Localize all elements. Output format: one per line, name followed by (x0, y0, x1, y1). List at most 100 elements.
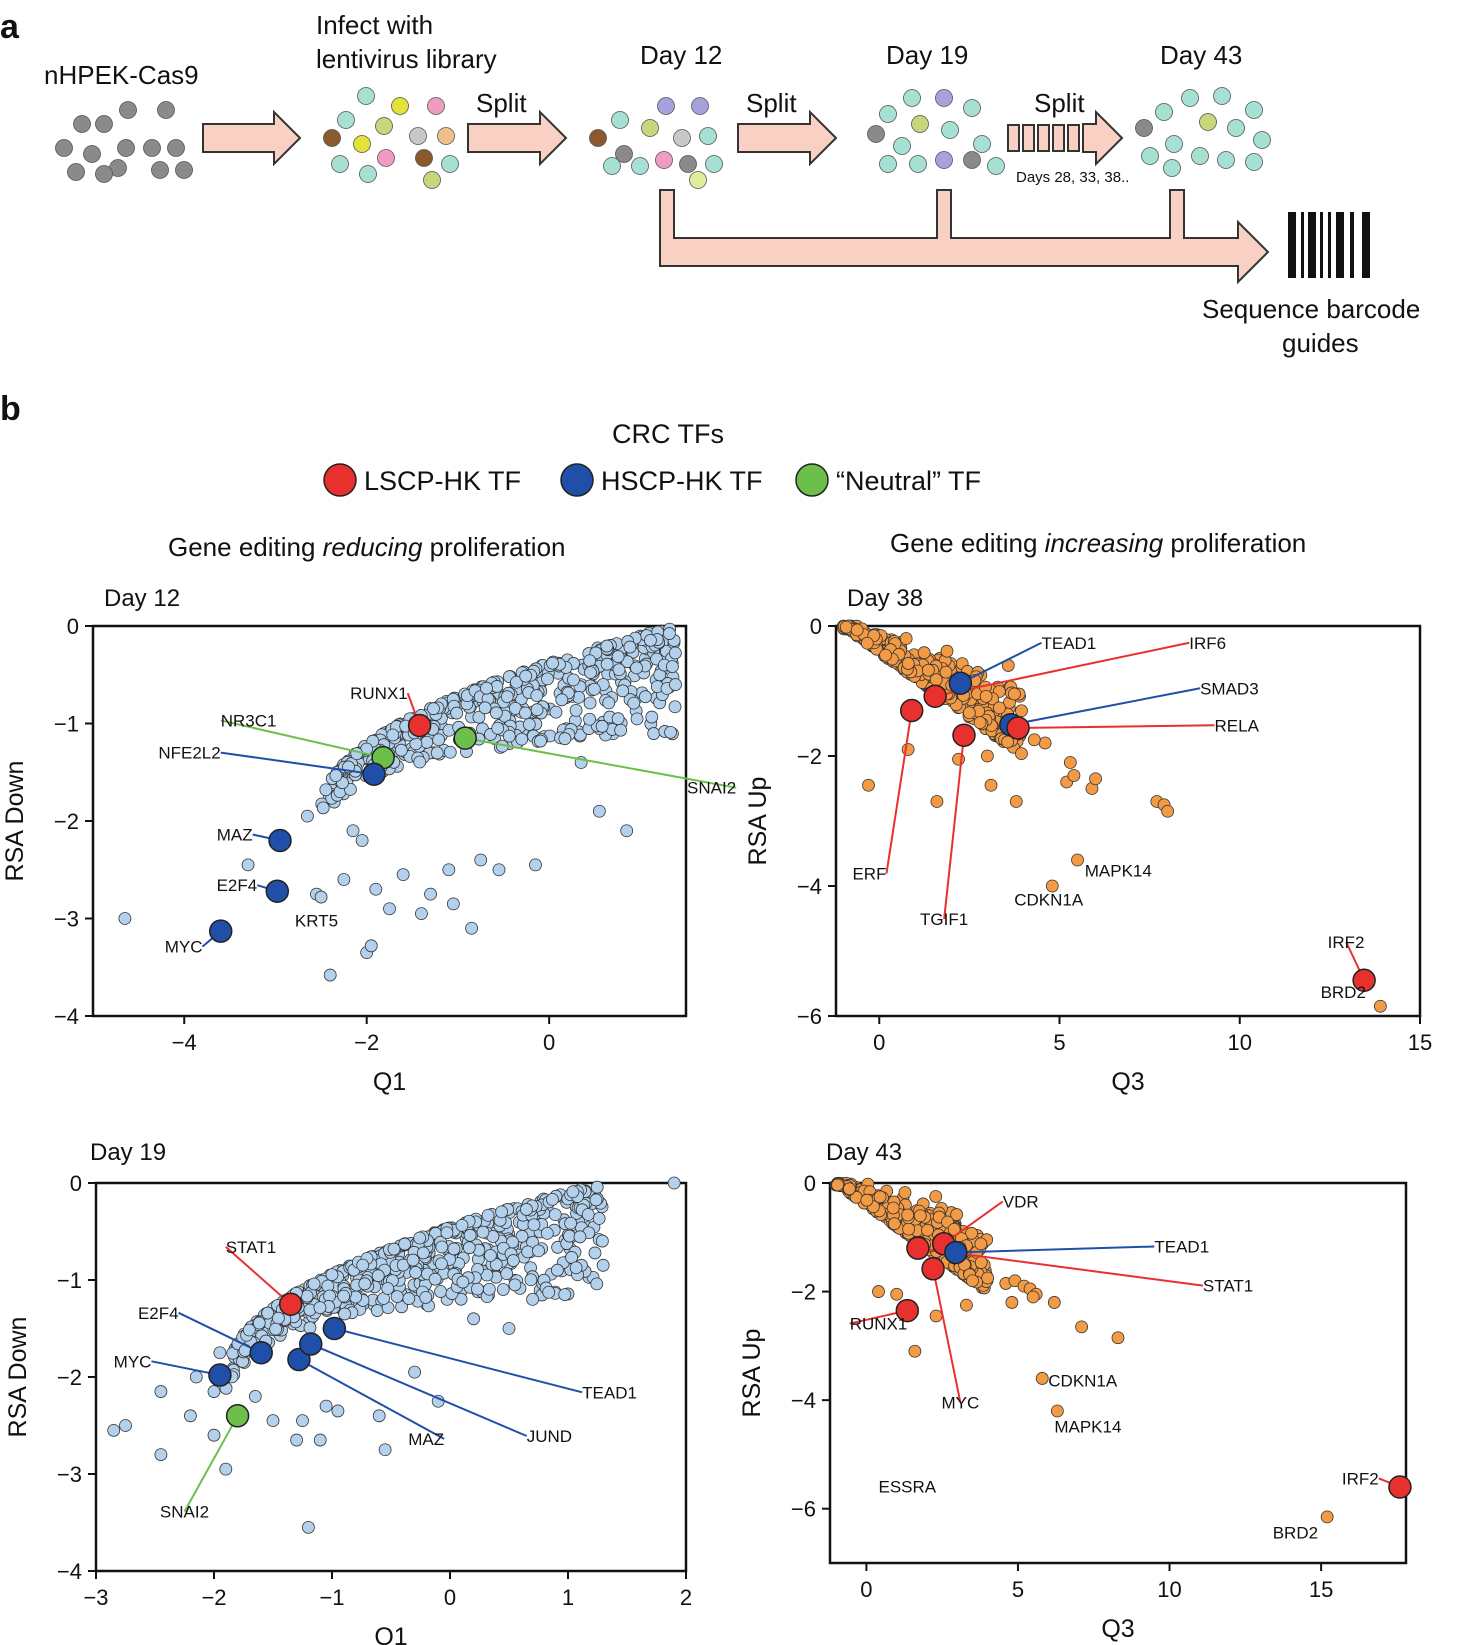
day43-gene-label: MAPK14 (1054, 1418, 1121, 1437)
day19-leader-line (298, 1358, 445, 1440)
day43-ytick-label: −6 (791, 1497, 816, 1522)
day19-point (271, 1311, 285, 1325)
day43-point (960, 1298, 973, 1312)
day19-point (378, 1443, 392, 1457)
day38-highlights: TEAD1 IRF6 SMAD3 RELA ERF TGIF1 IRF2 BRD2 MAPK14… (852, 634, 1376, 1002)
day12-point (118, 912, 132, 925)
day12-point (432, 733, 446, 747)
day43-frame (828, 1181, 1408, 1565)
day12-point (323, 968, 337, 982)
day38-point (1067, 769, 1081, 782)
chart-day43: Day 43 0 5 10 15 0 −2 −4 −6 Q3 RSA Up VDR TEAD1 STAT1… (738, 1139, 1412, 1643)
day12-point (583, 696, 597, 710)
day38-gene-label: CDKN1A (1014, 891, 1084, 910)
day38-gene-label: BRD2 (1321, 983, 1366, 1002)
day12-point (383, 902, 396, 916)
day12-xtick-label: −2 (354, 1030, 379, 1055)
day38-point (839, 620, 853, 634)
flow-arrow-3 (737, 109, 838, 167)
day12-point (350, 747, 364, 761)
day12-point (645, 710, 659, 724)
day38-gene-label: ERF (852, 865, 886, 884)
right-subtitle: Gene editing increasing proliferation (890, 528, 1306, 558)
day19-highlight-snai2 (225, 1404, 250, 1428)
day12-point (329, 769, 343, 783)
day43-point (950, 1208, 964, 1221)
day12-point (364, 939, 378, 953)
day38-point (1373, 999, 1387, 1013)
legend-swatch-lscp (323, 463, 357, 497)
day43-gene-label: TEAD1 (1154, 1237, 1209, 1256)
day12-ylabel: RSA Down (1, 761, 29, 882)
day38-point (1008, 687, 1021, 701)
panel-a-label: a (0, 8, 20, 46)
day19-point (566, 1185, 580, 1199)
legend-label-neutral: “Neutral” TF (836, 466, 981, 496)
day12-point (314, 890, 328, 904)
legend-title: CRC TFs (612, 419, 724, 449)
day19-point (358, 1277, 372, 1291)
day12-point (319, 783, 333, 797)
day43-leader-line (943, 1200, 1004, 1245)
day19-point (481, 1208, 495, 1222)
day19-point (540, 1226, 554, 1240)
day12-gene-label: SNAI2 (687, 779, 736, 798)
day12-highlight-maz (268, 828, 292, 853)
day43-point (929, 1190, 943, 1203)
day12-point (478, 701, 492, 715)
day12-point (519, 706, 532, 720)
day19-gene-label: JUND (527, 1427, 572, 1446)
day12-point (413, 755, 427, 769)
day19-point (440, 1226, 454, 1240)
flow-arrow-2 (467, 109, 568, 167)
cells-day19 (867, 89, 1005, 175)
day38-point (901, 743, 915, 756)
day43-point (974, 1256, 988, 1269)
day38-point (862, 778, 875, 792)
day19-point (596, 1258, 610, 1272)
day19-point (337, 1289, 351, 1303)
day12-point (612, 663, 626, 677)
day12-point (669, 678, 682, 691)
day12-point (567, 673, 580, 687)
day38-leader-line (1018, 724, 1215, 730)
sequence-label-line2: guides (1282, 328, 1359, 358)
day19-point (476, 1225, 490, 1239)
day43-title: Day 43 (826, 1139, 902, 1166)
day19-point (592, 1212, 606, 1225)
day12-point (386, 728, 400, 742)
day12-xtick-label: −4 (172, 1030, 197, 1055)
day19-point (242, 1323, 256, 1337)
day12-point (600, 657, 614, 671)
day19-point (213, 1346, 227, 1360)
day19-point (558, 1288, 572, 1301)
day12-point (602, 696, 616, 710)
day38-title: Day 38 (847, 585, 923, 612)
day43-xtick-label: 0 (860, 1577, 872, 1602)
day38-gene-label: TGIF1 (920, 910, 968, 929)
day19-point (370, 1304, 384, 1317)
day12-ytick-label: −4 (54, 1004, 79, 1029)
day19-point (564, 1216, 578, 1230)
day12-label: Day 12 (640, 40, 722, 70)
day12-point (600, 639, 614, 653)
day12-point (480, 681, 493, 695)
day19-point (456, 1275, 470, 1289)
day43-point (1320, 1510, 1334, 1524)
panel-a: a nHPEK-Cas9 Infect with lentivirus libr… (0, 8, 1420, 358)
day12-ytick-label: −3 (54, 907, 79, 932)
day12-point (616, 684, 630, 698)
day38-ytick-label: −6 (797, 1004, 822, 1029)
day12-point (500, 690, 514, 704)
day43-point (901, 1208, 915, 1222)
day43-highlight-runx1 (895, 1298, 920, 1323)
day19-point (467, 1312, 481, 1326)
day12-point (510, 675, 523, 689)
day38-point (1038, 736, 1052, 750)
day19-gene-label: TEAD1 (582, 1383, 637, 1402)
day43-point (1047, 1296, 1061, 1309)
day43-point (842, 1182, 856, 1196)
legend-swatch-hscp (560, 463, 594, 497)
